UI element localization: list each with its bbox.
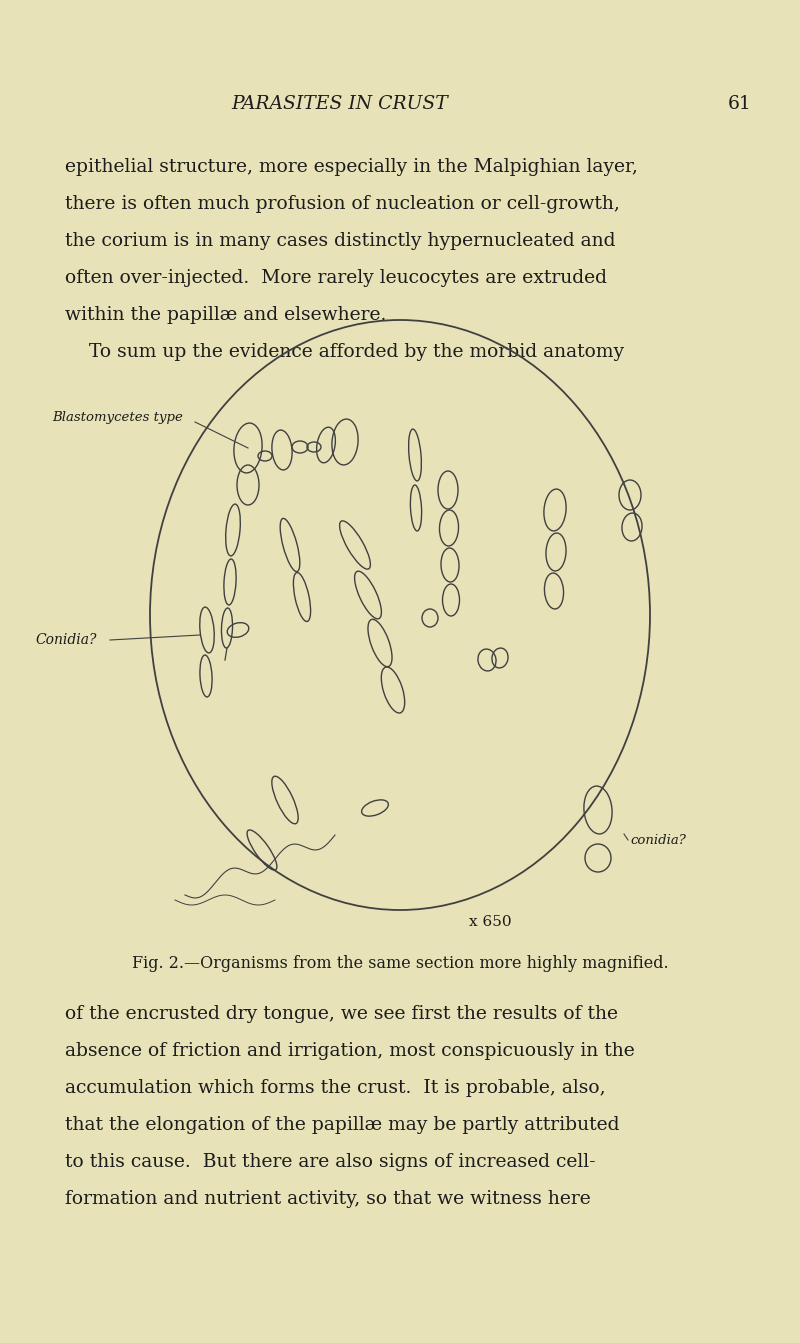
Text: To sum up the evidence afforded by the morbid anatomy: To sum up the evidence afforded by the m… bbox=[65, 342, 624, 361]
Text: there is often much profusion of nucleation or cell-growth,: there is often much profusion of nucleat… bbox=[65, 195, 620, 214]
Text: that the elongation of the papillæ may be partly attributed: that the elongation of the papillæ may b… bbox=[65, 1116, 619, 1133]
Text: of the encrusted dry tongue, we see first the results of the: of the encrusted dry tongue, we see firs… bbox=[65, 1005, 618, 1023]
Text: Blastomycetes type: Blastomycetes type bbox=[52, 411, 183, 424]
Text: formation and nutrient activity, so that we witness here: formation and nutrient activity, so that… bbox=[65, 1190, 590, 1207]
Text: Fig. 2.—Organisms from the same section more highly magnified.: Fig. 2.—Organisms from the same section … bbox=[132, 955, 668, 972]
Text: the corium is in many cases distinctly hypernucleated and: the corium is in many cases distinctly h… bbox=[65, 232, 615, 250]
Text: epithelial structure, more especially in the Malpighian layer,: epithelial structure, more especially in… bbox=[65, 158, 638, 176]
Text: accumulation which forms the crust.  It is probable, also,: accumulation which forms the crust. It i… bbox=[65, 1078, 606, 1097]
Text: PARASITES IN CRUST: PARASITES IN CRUST bbox=[232, 95, 448, 113]
Text: to this cause.  But there are also signs of increased cell-: to this cause. But there are also signs … bbox=[65, 1154, 596, 1171]
Text: Conidia?: Conidia? bbox=[35, 633, 97, 647]
Text: within the papillæ and elsewhere.: within the papillæ and elsewhere. bbox=[65, 306, 386, 324]
Text: absence of friction and irrigation, most conspicuously in the: absence of friction and irrigation, most… bbox=[65, 1042, 634, 1060]
Text: 61: 61 bbox=[728, 95, 752, 113]
Text: often over-injected.  More rarely leucocytes are extruded: often over-injected. More rarely leucocy… bbox=[65, 269, 607, 287]
Text: x 650: x 650 bbox=[469, 915, 511, 929]
Text: conidia?: conidia? bbox=[630, 834, 686, 846]
